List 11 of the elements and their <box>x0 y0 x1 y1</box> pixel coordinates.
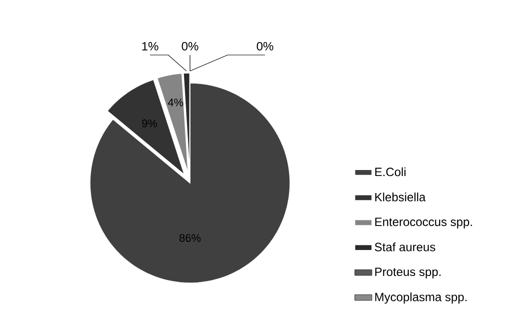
legend-label: Mycoplasma spp. <box>375 292 467 304</box>
data-label: 4% <box>168 98 184 106</box>
text: 0% <box>256 42 274 50</box>
data-label: 1% <box>142 42 158 50</box>
legend-label: Staf aureus <box>374 242 436 252</box>
legend-label: Klebsiella <box>375 192 426 202</box>
text: 0% <box>182 42 198 50</box>
legend-label: E.Coli <box>375 167 406 176</box>
legend-label: Enterococcus spp. <box>375 218 472 228</box>
data-label: 86% <box>179 234 201 242</box>
legend-label: Proteus spp. <box>375 268 441 278</box>
